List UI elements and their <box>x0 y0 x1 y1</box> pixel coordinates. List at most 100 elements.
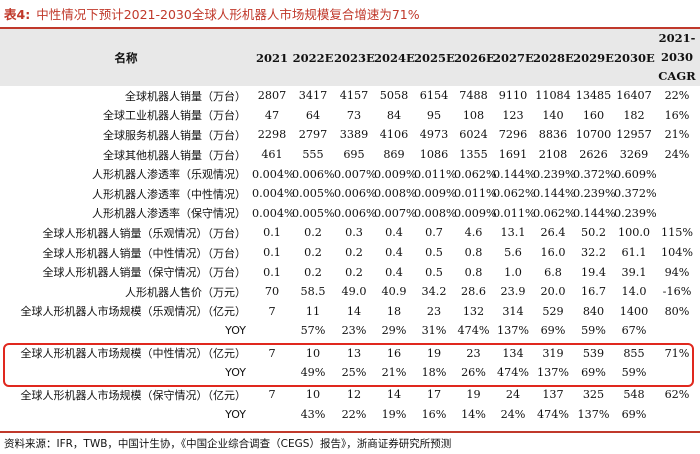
value-cell: 5.6 <box>504 246 522 260</box>
bottom-rule <box>0 431 700 433</box>
value-cell: 40.9 <box>381 285 407 299</box>
value-cell: 0.1 <box>263 226 281 240</box>
value-cell: 0.009% <box>414 187 457 201</box>
value-cell: 0.5 <box>425 265 443 279</box>
header-background <box>0 29 700 86</box>
value-cell: 0.2 <box>345 246 363 260</box>
value-cell: 3417 <box>298 89 328 103</box>
value-cell: 0.2 <box>304 246 322 260</box>
table-row: 人形机器人渗透率（保守情况） 0.004% 0.005% 0.006% 0.007% 0.… <box>0 204 700 224</box>
value-cell: 73 <box>346 108 362 122</box>
table-row: 全球服务机器人销量（万台） 2298 2797 3389 4106 4973 6024 729… <box>0 125 700 145</box>
value-cell: 1355 <box>459 148 488 162</box>
header-row: 名称 2021 2022E 2023E 2024E 2025E 2026E 20… <box>0 29 700 86</box>
value-cell: 319 <box>542 346 564 360</box>
header-cagr-line: 2030 <box>660 50 693 64</box>
value-cell: 0.2 <box>304 265 322 279</box>
value-cell: 6024 <box>459 128 488 142</box>
cagr-cell: 21% <box>664 128 690 142</box>
value-cell: 12 <box>346 388 362 402</box>
value-cell: 840 <box>582 304 605 318</box>
source-note: 资料来源：IFR，TWB，中国计生协，《中国企业综合调查（CEGS）报告》，浙商… <box>4 438 452 450</box>
value-cell: 84 <box>386 108 402 122</box>
value-cell: 137 <box>542 388 564 402</box>
value-cell: 132 <box>462 304 485 318</box>
value-cell: 0.4 <box>385 246 403 260</box>
value-cell: 0.5 <box>425 246 443 260</box>
value-cell: 21% <box>381 365 407 379</box>
value-cell: 23 <box>466 346 481 360</box>
value-cell: 69% <box>621 407 647 421</box>
header-year: 2026E <box>454 50 495 65</box>
value-cell: 47 <box>264 108 280 122</box>
row-name: 全球机器人销量（万台） <box>125 89 246 103</box>
header-year: 2022E <box>292 50 334 65</box>
row-name: 全球人形机器人市场规模（保守情况）（亿元） <box>20 388 247 402</box>
header-year: 2025E <box>414 50 455 65</box>
value-cell: 869 <box>383 148 405 162</box>
cagr-cell: 115% <box>661 226 693 240</box>
table-row: 全球人形机器人市场规模（保守情况）（亿元） 7 10 12 14 17 19 24 137 325… <box>0 385 700 405</box>
value-cell: 160 <box>582 108 605 122</box>
value-cell: 14% <box>461 407 486 421</box>
value-cell: 57% <box>300 324 326 338</box>
value-cell: 17 <box>426 388 442 402</box>
value-cell: 31% <box>421 324 447 338</box>
value-cell: 0.3 <box>345 226 363 240</box>
value-cell <box>252 404 292 424</box>
value-cell: 16.7 <box>581 285 606 299</box>
value-cell: 13485 <box>575 89 612 103</box>
value-cell: 24 <box>505 388 521 402</box>
value-cell: 137% <box>577 407 610 421</box>
value-cell: 0.144% <box>573 206 616 220</box>
value-cell: 0.8 <box>464 246 483 260</box>
value-cell: 0.239% <box>573 187 616 201</box>
value-cell: 59% <box>581 324 606 338</box>
value-cell: 23% <box>341 324 367 338</box>
table-row: 人形机器人售价（万元） 70 58.5 49.0 40.9 34.2 28.6 23.9 20.… <box>0 282 700 302</box>
value-cell: 43% <box>300 407 326 421</box>
value-cell: 0.007% <box>334 167 377 181</box>
value-cell: 6.8 <box>544 265 562 279</box>
value-cell: 29% <box>381 324 407 338</box>
cagr-cell <box>654 164 700 184</box>
value-cell: 0.8 <box>464 265 483 279</box>
value-cell: 67% <box>621 324 647 338</box>
value-cell: 59% <box>621 365 647 379</box>
row-name: 全球人形机器人销量（中性情况）（万台） <box>42 246 247 260</box>
value-cell: 0.372% <box>573 167 616 181</box>
value-cell: 28.6 <box>461 285 486 299</box>
value-cell: 0.004% <box>252 167 295 181</box>
value-cell: 3389 <box>339 128 369 142</box>
table-row: 全球工业机器人销量（万台） 47 64 73 84 95 108 123 140 160 182 16… <box>0 106 700 126</box>
value-cell: 18% <box>421 365 447 379</box>
value-cell: 0.011% <box>493 206 536 220</box>
value-cell: 0.009% <box>374 167 417 181</box>
value-cell: 0.1 <box>263 265 281 279</box>
highlight-box <box>3 343 694 387</box>
value-cell: 19% <box>381 407 407 421</box>
value-cell: 58.5 <box>300 285 326 299</box>
value-cell: 0.609% <box>614 167 657 181</box>
value-cell: 0.004% <box>252 206 295 220</box>
value-cell: 2626 <box>579 148 608 162</box>
value-cell: 0.144% <box>533 187 576 201</box>
cagr-cell: 80% <box>664 304 690 318</box>
value-cell: 11084 <box>535 89 571 103</box>
row-name: 全球其他机器人销量（万台） <box>103 148 246 162</box>
value-cell: 1.0 <box>504 265 522 279</box>
row-name: 人形机器人渗透率（保守情况） <box>92 207 246 221</box>
value-cell: 0.008% <box>414 206 457 220</box>
value-cell: 2797 <box>298 128 328 142</box>
value-cell: 13 <box>346 346 362 360</box>
row-name: 人形机器人渗透率（中性情况） <box>92 187 246 201</box>
value-cell: 182 <box>623 108 645 122</box>
value-cell: 0.005% <box>292 206 335 220</box>
value-cell: 23 <box>426 304 442 318</box>
value-cell: 7296 <box>498 128 528 142</box>
value-cell: 461 <box>261 148 283 162</box>
value-cell: 49% <box>300 365 326 379</box>
value-cell: 6154 <box>419 89 449 103</box>
row-name: 全球服务机器人销量（万台） <box>103 128 246 142</box>
value-cell: 140 <box>542 108 564 122</box>
